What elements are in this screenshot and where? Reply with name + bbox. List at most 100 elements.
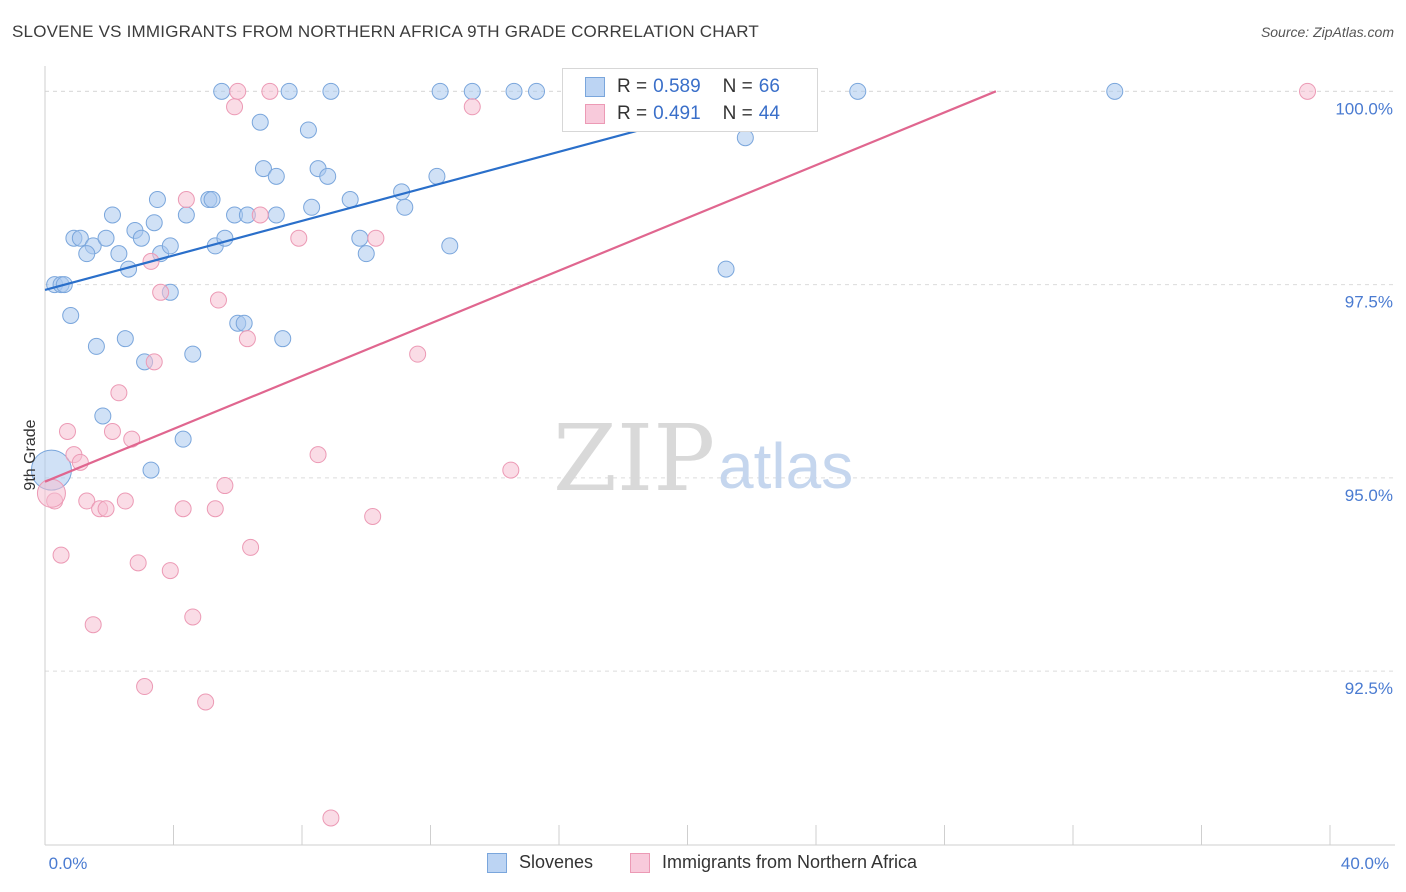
slovene-point — [274, 330, 292, 348]
legend-n-label: N = — [722, 103, 753, 124]
correlation-legend: R = 0.589 N = 66 R = 0.491 N = 44 — [562, 68, 818, 132]
series-label-slovenes: Slovenes — [519, 852, 594, 872]
slovene-point — [322, 82, 340, 100]
immigrant-point — [136, 678, 154, 696]
series-label-immigrants: Immigrants from Northern Africa — [662, 852, 918, 872]
immigrant-point — [116, 492, 134, 510]
slovene-point — [62, 306, 80, 324]
immigrant-point — [103, 422, 121, 440]
grid-lines — [45, 90, 1395, 672]
legend-n-value: 66 — [758, 76, 780, 97]
slovene-point — [396, 198, 414, 216]
immigrant-point — [161, 562, 179, 580]
legend-r-value: 0.491 — [653, 103, 701, 124]
legend-row-slovenes: R = 0.589 N = 66 — [585, 74, 780, 100]
slovene-point — [145, 214, 163, 232]
slovene-point — [87, 337, 105, 355]
x-tick-label-min: 0.0% — [49, 854, 88, 873]
slovene-point — [184, 345, 202, 363]
slovene-point — [97, 229, 115, 247]
y-axis-title: 9th Grade — [22, 419, 39, 490]
immigrant-point — [174, 500, 192, 518]
immigrant-point — [197, 693, 215, 711]
watermark-zip: ZIP — [553, 405, 715, 512]
immigrant-point — [261, 82, 279, 100]
immigrant-point — [78, 492, 96, 510]
legend-r-label: R = — [617, 103, 648, 124]
y-tick-label: 97.5% — [1345, 293, 1393, 312]
slovene-point — [213, 82, 231, 100]
immigrant-point — [238, 330, 256, 348]
chart-title: SLOVENE VS IMMIGRANTS FROM NORTHERN AFRI… — [12, 22, 759, 41]
slovene-point — [110, 245, 128, 263]
axis-labels: 92.5% 95.0% 97.5% 100.0% 0.0% 40.0% — [49, 99, 1393, 873]
y-tick-label: 100.0% — [1335, 99, 1393, 118]
series-legend: Slovenes Immigrants from Northern Africa — [0, 852, 1406, 878]
x-tick-label-max: 40.0% — [1341, 854, 1389, 873]
slovene-point — [203, 191, 221, 209]
slovene-point — [463, 82, 481, 100]
slovene-point — [71, 229, 89, 247]
legend-swatch-blue — [585, 77, 605, 97]
slovene-point — [441, 237, 459, 255]
slovene-point — [235, 314, 253, 332]
source-credit: Source: ZipAtlas.com — [1260, 24, 1394, 40]
slovene-point — [351, 229, 369, 247]
slovene-point — [267, 167, 285, 185]
slovene-point — [357, 245, 375, 263]
slovene-point — [280, 82, 298, 100]
slovene-point — [717, 260, 735, 278]
slovene-point — [303, 198, 321, 216]
slovene-point — [78, 245, 96, 263]
immigrant-point — [229, 82, 247, 100]
slovene-point — [148, 191, 166, 209]
slovene-point — [103, 206, 121, 224]
series-legend-slovenes: Slovenes — [487, 852, 593, 873]
immigrant-point — [251, 206, 269, 224]
legend-row-immigrants: R = 0.491 N = 44 — [585, 101, 780, 127]
immigrant-point — [84, 616, 102, 634]
immigrant-point — [177, 191, 195, 209]
immigrant-point — [97, 500, 115, 518]
immigrant-trend-line — [44, 90, 997, 483]
watermark-atlas: atlas — [718, 430, 853, 502]
immigrant-point — [242, 538, 260, 556]
slovene-point — [319, 167, 337, 185]
legend-r-label: R = — [617, 76, 648, 97]
slovene-point — [431, 82, 449, 100]
immigrant-point — [209, 291, 227, 309]
slovene-point — [299, 121, 317, 139]
slovene-point — [736, 129, 754, 147]
immigrant-point — [409, 345, 427, 363]
legend-swatch-pink — [585, 104, 605, 124]
slovene-point — [505, 82, 523, 100]
series-legend-immigrants: Immigrants from Northern Africa — [630, 852, 917, 873]
y-tick-label: 92.5% — [1345, 679, 1393, 698]
legend-n-label: N = — [722, 76, 753, 97]
immigrant-point — [52, 546, 70, 564]
slovene-point — [1106, 82, 1124, 100]
slovene-point — [177, 206, 195, 224]
slovene-point — [116, 330, 134, 348]
watermark: ZIP atlas — [553, 405, 853, 512]
immigrant-point — [322, 809, 340, 827]
immigrant-point — [290, 229, 308, 247]
series-swatch-pink — [630, 852, 650, 873]
axes — [44, 66, 1395, 846]
immigrant-point — [129, 554, 147, 572]
immigrant-point — [309, 446, 327, 464]
y-tick-label: 95.0% — [1345, 486, 1393, 505]
immigrant-point — [36, 478, 66, 508]
immigrant-point — [184, 608, 202, 626]
series-swatch-blue — [487, 852, 507, 873]
slovene-point — [161, 237, 179, 255]
slovene-point — [528, 82, 546, 100]
immigrant-point — [1299, 82, 1317, 100]
immigrant-point — [152, 283, 170, 301]
immigrant-point — [364, 507, 382, 525]
slovene-point — [267, 206, 285, 224]
immigrant-point — [226, 98, 244, 116]
slovene-point — [341, 191, 359, 209]
immigrant-point — [367, 229, 385, 247]
slovene-point — [142, 461, 160, 479]
